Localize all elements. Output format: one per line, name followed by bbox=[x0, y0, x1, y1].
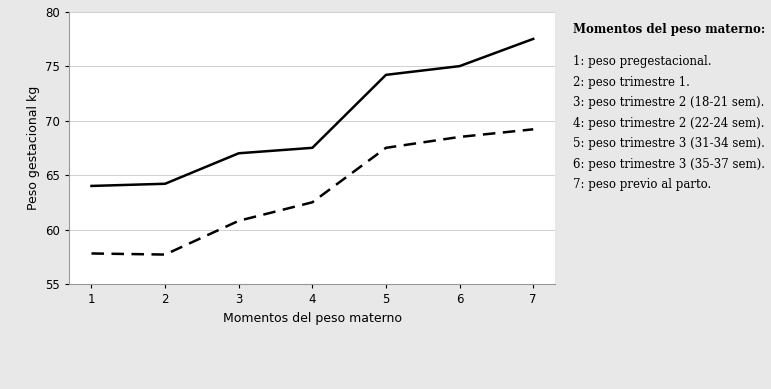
Text: Momentos del peso materno:: Momentos del peso materno: bbox=[573, 23, 765, 35]
Y-axis label: Peso gestacional kg: Peso gestacional kg bbox=[27, 86, 40, 210]
Text: 1: peso pregestacional.
2: peso trimestre 1.
3: peso trimestre 2 (18-21 sem).
4:: 1: peso pregestacional. 2: peso trimestr… bbox=[573, 55, 765, 191]
X-axis label: Momentos del peso materno: Momentos del peso materno bbox=[223, 312, 402, 324]
